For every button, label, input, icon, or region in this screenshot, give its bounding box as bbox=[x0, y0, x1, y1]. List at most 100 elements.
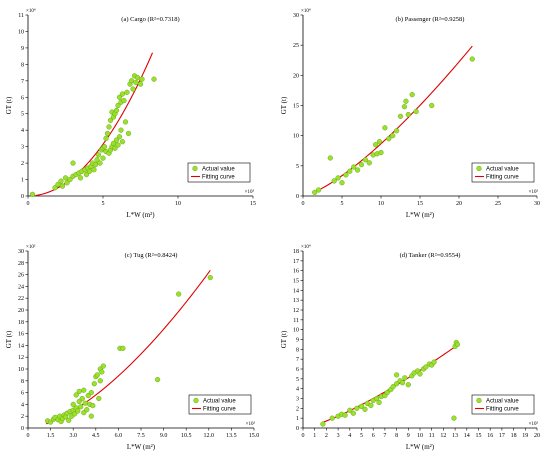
data-point bbox=[429, 102, 435, 109]
data-point bbox=[95, 152, 102, 158]
data-point bbox=[413, 108, 419, 115]
data-point bbox=[378, 149, 384, 156]
x-tick-label: 17 bbox=[499, 433, 505, 439]
y-tick-label: 4 bbox=[21, 128, 24, 134]
x-tick-label: 0 bbox=[302, 201, 305, 207]
y-tick-label: 18 bbox=[293, 249, 299, 255]
y-tick-label: 16 bbox=[18, 332, 24, 338]
x-tick-label: 10.5 bbox=[181, 433, 192, 439]
y-tick-label: 24 bbox=[18, 284, 24, 290]
data-point bbox=[70, 160, 76, 166]
data-point bbox=[97, 160, 103, 166]
x-tick-label: 20 bbox=[456, 201, 462, 207]
y-tick-label: 12 bbox=[293, 308, 299, 314]
data-point bbox=[115, 102, 121, 109]
x-multiplier-label: ×10³ bbox=[529, 189, 539, 195]
x-tick-label: 19 bbox=[522, 433, 528, 439]
y-tick-label: 11 bbox=[18, 13, 24, 19]
data-point bbox=[134, 74, 141, 81]
x-tick-label: 10 bbox=[175, 201, 181, 207]
data-point bbox=[70, 401, 76, 408]
y-tick-label: 9 bbox=[21, 46, 24, 52]
data-point bbox=[335, 175, 341, 181]
y-tick-label: 13 bbox=[293, 298, 299, 304]
x-tick-label: 20 bbox=[534, 433, 540, 439]
y-tick-label: 3 bbox=[21, 145, 24, 151]
data-point bbox=[403, 98, 409, 104]
x-tick-label: 10 bbox=[417, 433, 423, 439]
y-multiplier-label: ×10⁴ bbox=[301, 8, 311, 14]
x-axis-title: L*W (m²) bbox=[406, 211, 435, 219]
y-axis-title: GT (t) bbox=[280, 330, 288, 348]
legend-marker-actual bbox=[476, 165, 482, 172]
x-tick-label: 14 bbox=[464, 433, 470, 439]
data-point bbox=[405, 111, 411, 118]
y-tick-label: 1 bbox=[21, 178, 24, 184]
data-point bbox=[339, 180, 345, 186]
x-axis-title: L*W (m²) bbox=[126, 211, 155, 219]
data-point bbox=[154, 377, 161, 383]
data-point bbox=[104, 130, 111, 137]
x-tick-label: 6.0 bbox=[115, 433, 123, 439]
x-tick-label: 3.0 bbox=[69, 433, 77, 439]
x-tick-label: 5 bbox=[341, 201, 344, 207]
y-tick-label: 7 bbox=[296, 357, 299, 363]
y-tick-label: 30 bbox=[293, 13, 299, 19]
x-tick-label: 4.5 bbox=[92, 433, 100, 439]
data-point bbox=[120, 345, 126, 351]
y-tick-label: 5 bbox=[296, 377, 299, 383]
data-point bbox=[79, 395, 85, 402]
data-point bbox=[207, 274, 213, 281]
data-point bbox=[423, 364, 429, 370]
y-tick-label: 4 bbox=[296, 387, 299, 393]
legend-marker-actual bbox=[193, 397, 199, 404]
y-tick-label: 17 bbox=[293, 259, 299, 265]
data-point bbox=[94, 372, 100, 378]
data-point bbox=[119, 91, 126, 97]
x-tick-label: 2 bbox=[325, 433, 328, 439]
data-point bbox=[58, 178, 64, 184]
data-point bbox=[137, 81, 144, 87]
x-tick-label: 16 bbox=[487, 433, 493, 439]
panel-title: (c) Tug (R²=0.8424) bbox=[125, 252, 178, 259]
y-tick-label: 26 bbox=[18, 273, 24, 279]
data-point bbox=[91, 167, 97, 173]
panel-title: (b) Passenger (R²=0.9258) bbox=[396, 16, 465, 23]
y-tick-label: 0 bbox=[296, 194, 299, 200]
data-point bbox=[113, 137, 120, 143]
data-point bbox=[399, 380, 406, 386]
data-point bbox=[342, 412, 348, 418]
x-tick-label: 25 bbox=[495, 201, 501, 207]
y-tick-label: 15 bbox=[293, 279, 299, 285]
data-point bbox=[394, 372, 400, 378]
data-point bbox=[119, 139, 126, 145]
data-point bbox=[376, 399, 382, 406]
x-tick-label: 5 bbox=[102, 201, 105, 207]
data-point bbox=[92, 162, 99, 168]
y-tick-label: 15 bbox=[293, 104, 299, 110]
x-axis-title: L*W (m²) bbox=[406, 443, 435, 451]
x-tick-label: 9 bbox=[407, 433, 410, 439]
data-point bbox=[372, 142, 379, 148]
data-point bbox=[358, 403, 365, 409]
chart-panel-b: 0 5 10 15 20 25 30 0 5 10 15 20 25 30 ×10³ ×10⁴ L*W (m²)… bbox=[280, 8, 540, 219]
data-point bbox=[107, 117, 114, 123]
data-point bbox=[115, 142, 121, 148]
x-tick-label: 6 bbox=[372, 433, 375, 439]
x-tick-label: 15 bbox=[417, 201, 423, 207]
x-tick-label: 11 bbox=[429, 433, 435, 439]
x-tick-label: 4 bbox=[348, 433, 351, 439]
y-tick-label: 16 bbox=[293, 269, 299, 275]
data-point bbox=[62, 175, 69, 181]
data-point bbox=[67, 176, 73, 183]
data-point bbox=[347, 407, 353, 413]
y-tick-label: 6 bbox=[21, 95, 24, 101]
data-point bbox=[329, 415, 335, 421]
x-multiplier-label: ×10³ bbox=[529, 421, 539, 427]
y-tick-label: 9 bbox=[296, 338, 299, 344]
y-tick-label: 14 bbox=[18, 343, 24, 349]
data-point bbox=[77, 175, 84, 181]
x-tick-label: 0 bbox=[27, 433, 30, 439]
data-point bbox=[386, 136, 392, 142]
data-point bbox=[366, 160, 372, 166]
